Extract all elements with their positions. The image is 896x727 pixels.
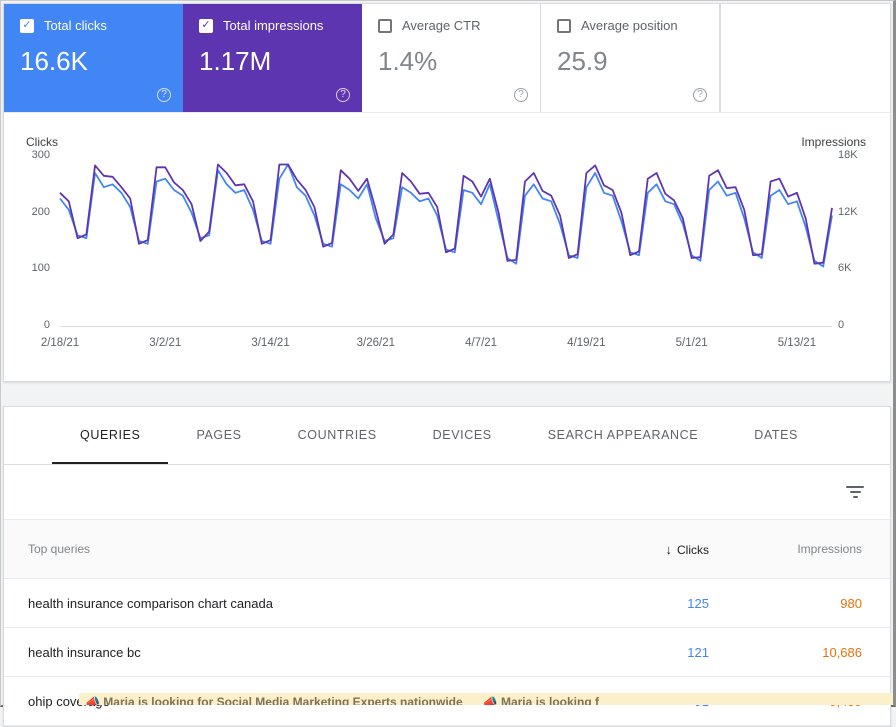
y-axis-tick-right: 18K	[838, 149, 858, 161]
total-clicks-checkbox[interactable]: ✓	[20, 18, 34, 33]
table-header-row: Top queries ↓ Clicks Impressions	[4, 520, 890, 579]
clicks-header-label: Clicks	[677, 542, 709, 557]
x-axis-label: 3/26/21	[356, 337, 395, 349]
average-ctr-value: 1.4%	[378, 46, 438, 76]
y-axis-tick-left: 100	[31, 262, 50, 275]
total-impressions-checkbox[interactable]: ✓	[199, 18, 213, 33]
metric-cards: ✓ Total clicks 16.6K ? ✓ Total impressio…	[4, 4, 890, 113]
dimensions-table-panel: QUERIES PAGES COUNTRIES DEVICES SEARCH APPEA…	[3, 406, 891, 727]
filter-icon[interactable]	[846, 483, 864, 501]
y-axis-right: 18K 12K 6K 0	[838, 113, 890, 381]
checkmark-icon: ✓	[22, 19, 32, 31]
performance-chart: Clicks Impressions 300 200 100 0 18K 12K 6K 0 …	[4, 113, 890, 381]
y-axis-left: 300 200 100 0	[4, 113, 50, 381]
average-ctr-checkbox[interactable]: ✓	[378, 18, 392, 33]
y-axis-tick-left: 0	[43, 319, 50, 331]
impressions-cell: 10,686	[822, 644, 862, 660]
x-axis-label: 4/7/21	[465, 337, 498, 349]
x-axis-label: 5/13/21	[777, 337, 817, 349]
tab-devices[interactable]: DEVICES	[432, 427, 492, 442]
x-axis-label: 4/19/21	[567, 337, 606, 349]
total-clicks-card[interactable]: ✓ Total clicks 16.6K ?	[4, 4, 183, 112]
y-axis-tick-right: 0	[838, 319, 845, 331]
help-icon[interactable]: ?	[157, 88, 171, 102]
table-row[interactable]: health insurance bc 121 10,686	[4, 628, 890, 677]
y-axis-tick-left: 300	[31, 149, 50, 161]
sort-desc-icon: ↓	[665, 541, 673, 557]
average-position-card[interactable]: ✓ Average position 25.9 ?	[541, 4, 720, 112]
right-axis-title: Impressions	[801, 135, 866, 149]
y-axis-tick-right: 6K	[838, 262, 852, 275]
ticker-bar: 📣 Maria is looking for Social Media Mark…	[79, 693, 893, 705]
clicks-column-header[interactable]: ↓ Clicks	[589, 541, 710, 557]
card-header: ✓ Total impressions	[199, 18, 346, 33]
chart-svg	[59, 163, 833, 268]
y-axis-tick-left: 200	[31, 205, 50, 218]
card-header: ✓ Average CTR	[378, 18, 524, 33]
help-icon[interactable]: ?	[514, 88, 528, 102]
total-impressions-card[interactable]: ✓ Total impressions 1.17M ?	[183, 4, 362, 112]
performance-summary-panel: ✓ Total clicks 16.6K ? ✓ Total impressio…	[3, 3, 891, 382]
chart-plot[interactable]	[59, 156, 833, 327]
help-icon[interactable]: ?	[693, 88, 707, 102]
table-row[interactable]: health insurance comparison chart canada…	[4, 579, 890, 628]
x-axis-label: 3/2/21	[149, 337, 182, 349]
clicks-cell: 121	[687, 644, 709, 660]
dimension-tabs: QUERIES PAGES COUNTRIES DEVICES SEARCH APPEA…	[4, 407, 890, 465]
tab-dates[interactable]: DATES	[754, 427, 798, 442]
card-header: ✓ Total clicks	[20, 18, 167, 33]
x-axis-label: 2/18/21	[40, 337, 80, 349]
card-header: ✓ Average position	[557, 18, 703, 33]
average-position-value: 25.9	[557, 46, 608, 76]
left-axis-title: Clicks	[26, 135, 58, 149]
y-axis-tick-right: 12K	[838, 205, 858, 218]
tab-queries[interactable]: QUERIES	[52, 407, 169, 464]
cards-filler	[720, 4, 890, 112]
impressions-cell: 980	[840, 595, 862, 611]
checkmark-icon: ✓	[201, 19, 211, 31]
card-label: Average position	[581, 18, 678, 33]
query-cell: health insurance bc	[28, 644, 141, 660]
x-axis-label: 5/1/21	[675, 337, 708, 349]
help-icon[interactable]: ?	[336, 88, 350, 102]
average-ctr-card[interactable]: ✓ Average CTR 1.4% ?	[362, 4, 541, 112]
impressions-column-header[interactable]: Impressions	[797, 542, 862, 556]
card-label: Total clicks	[44, 18, 107, 33]
total-clicks-value: 16.6K	[20, 46, 88, 76]
ticker-text: 📣 Maria is looking for Social Media Mark…	[85, 695, 599, 705]
tab-pages[interactable]: PAGES	[196, 427, 242, 442]
average-position-checkbox[interactable]: ✓	[557, 18, 571, 33]
x-axis-label: 3/14/21	[251, 337, 290, 349]
x-axis: 2/18/21 3/2/21 3/14/21 3/26/21 4/7/21 4/19/21…	[41, 337, 832, 353]
total-impressions-line	[59, 163, 833, 265]
top-queries-header: Top queries	[28, 542, 91, 556]
card-label: Total impressions	[223, 18, 324, 33]
tab-countries[interactable]: COUNTRIES	[297, 427, 377, 442]
tab-search-appearance[interactable]: SEARCH APPEARANCE	[547, 427, 699, 442]
card-label: Average CTR	[402, 18, 481, 33]
filter-row	[4, 465, 890, 520]
clicks-cell: 125	[687, 595, 709, 611]
query-cell: health insurance comparison chart canada	[28, 595, 273, 611]
total-impressions-value: 1.17M	[199, 46, 272, 76]
